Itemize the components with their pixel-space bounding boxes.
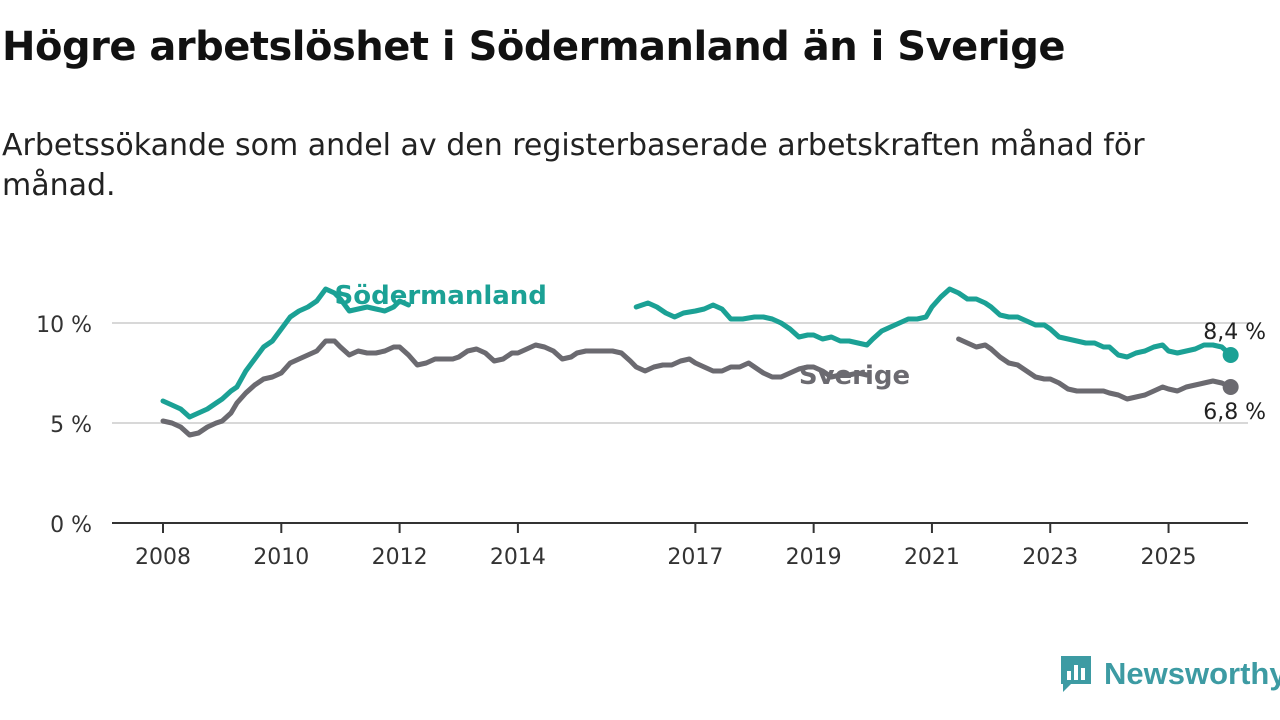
end-point-marker — [1222, 347, 1239, 363]
x-tick-label: 2014 — [490, 545, 546, 570]
gridlines — [112, 322, 1248, 424]
axes: 0 % 5 % 10 % 2008 2010 2012 2014 2017 2019 2021 20… — [36, 313, 1248, 570]
end-point-marker — [1222, 379, 1239, 395]
series-line-sverige — [160, 338, 870, 438]
x-tick-label: 2019 — [786, 545, 842, 570]
x-tick-label: 2023 — [1022, 545, 1078, 570]
x-tick-label: 2010 — [253, 545, 309, 570]
series-line-sodermanland — [633, 286, 1234, 360]
series-line-sodermanland — [160, 286, 411, 420]
x-tick-label: 2017 — [667, 545, 723, 570]
y-tick-label: 0 % — [50, 513, 92, 538]
newsworthy-logo-icon — [1061, 656, 1091, 692]
end-value-label-sverige: 6,8 % — [1203, 400, 1266, 425]
series-labels: Södermanland 8,4 % Sverige 6,8 % — [335, 281, 1267, 425]
series-label-sodermanland: Södermanland — [335, 281, 547, 311]
x-tick-label: 2008 — [135, 545, 191, 570]
brand-name: Newsworthy — [1104, 656, 1280, 691]
chart-title: Högre arbetslöshet i Södermanland än i S… — [2, 24, 1065, 70]
y-tick-label: 5 % — [50, 413, 92, 438]
newsworthy-brand[interactable]: Newsworthy — [1058, 652, 1280, 696]
series-line-sverige — [956, 336, 1234, 402]
x-tick-label: 2025 — [1141, 545, 1197, 570]
y-tick-label: 10 % — [36, 313, 92, 338]
end-value-label-sodermanland: 8,4 % — [1203, 320, 1266, 345]
x-tick-label: 2012 — [372, 545, 428, 570]
series-label-sverige: Sverige — [799, 361, 910, 391]
chart-subtitle: Arbetssökande som andel av den registerb… — [2, 128, 1145, 203]
series-lines — [160, 286, 1239, 438]
x-tick-label: 2021 — [904, 545, 960, 570]
